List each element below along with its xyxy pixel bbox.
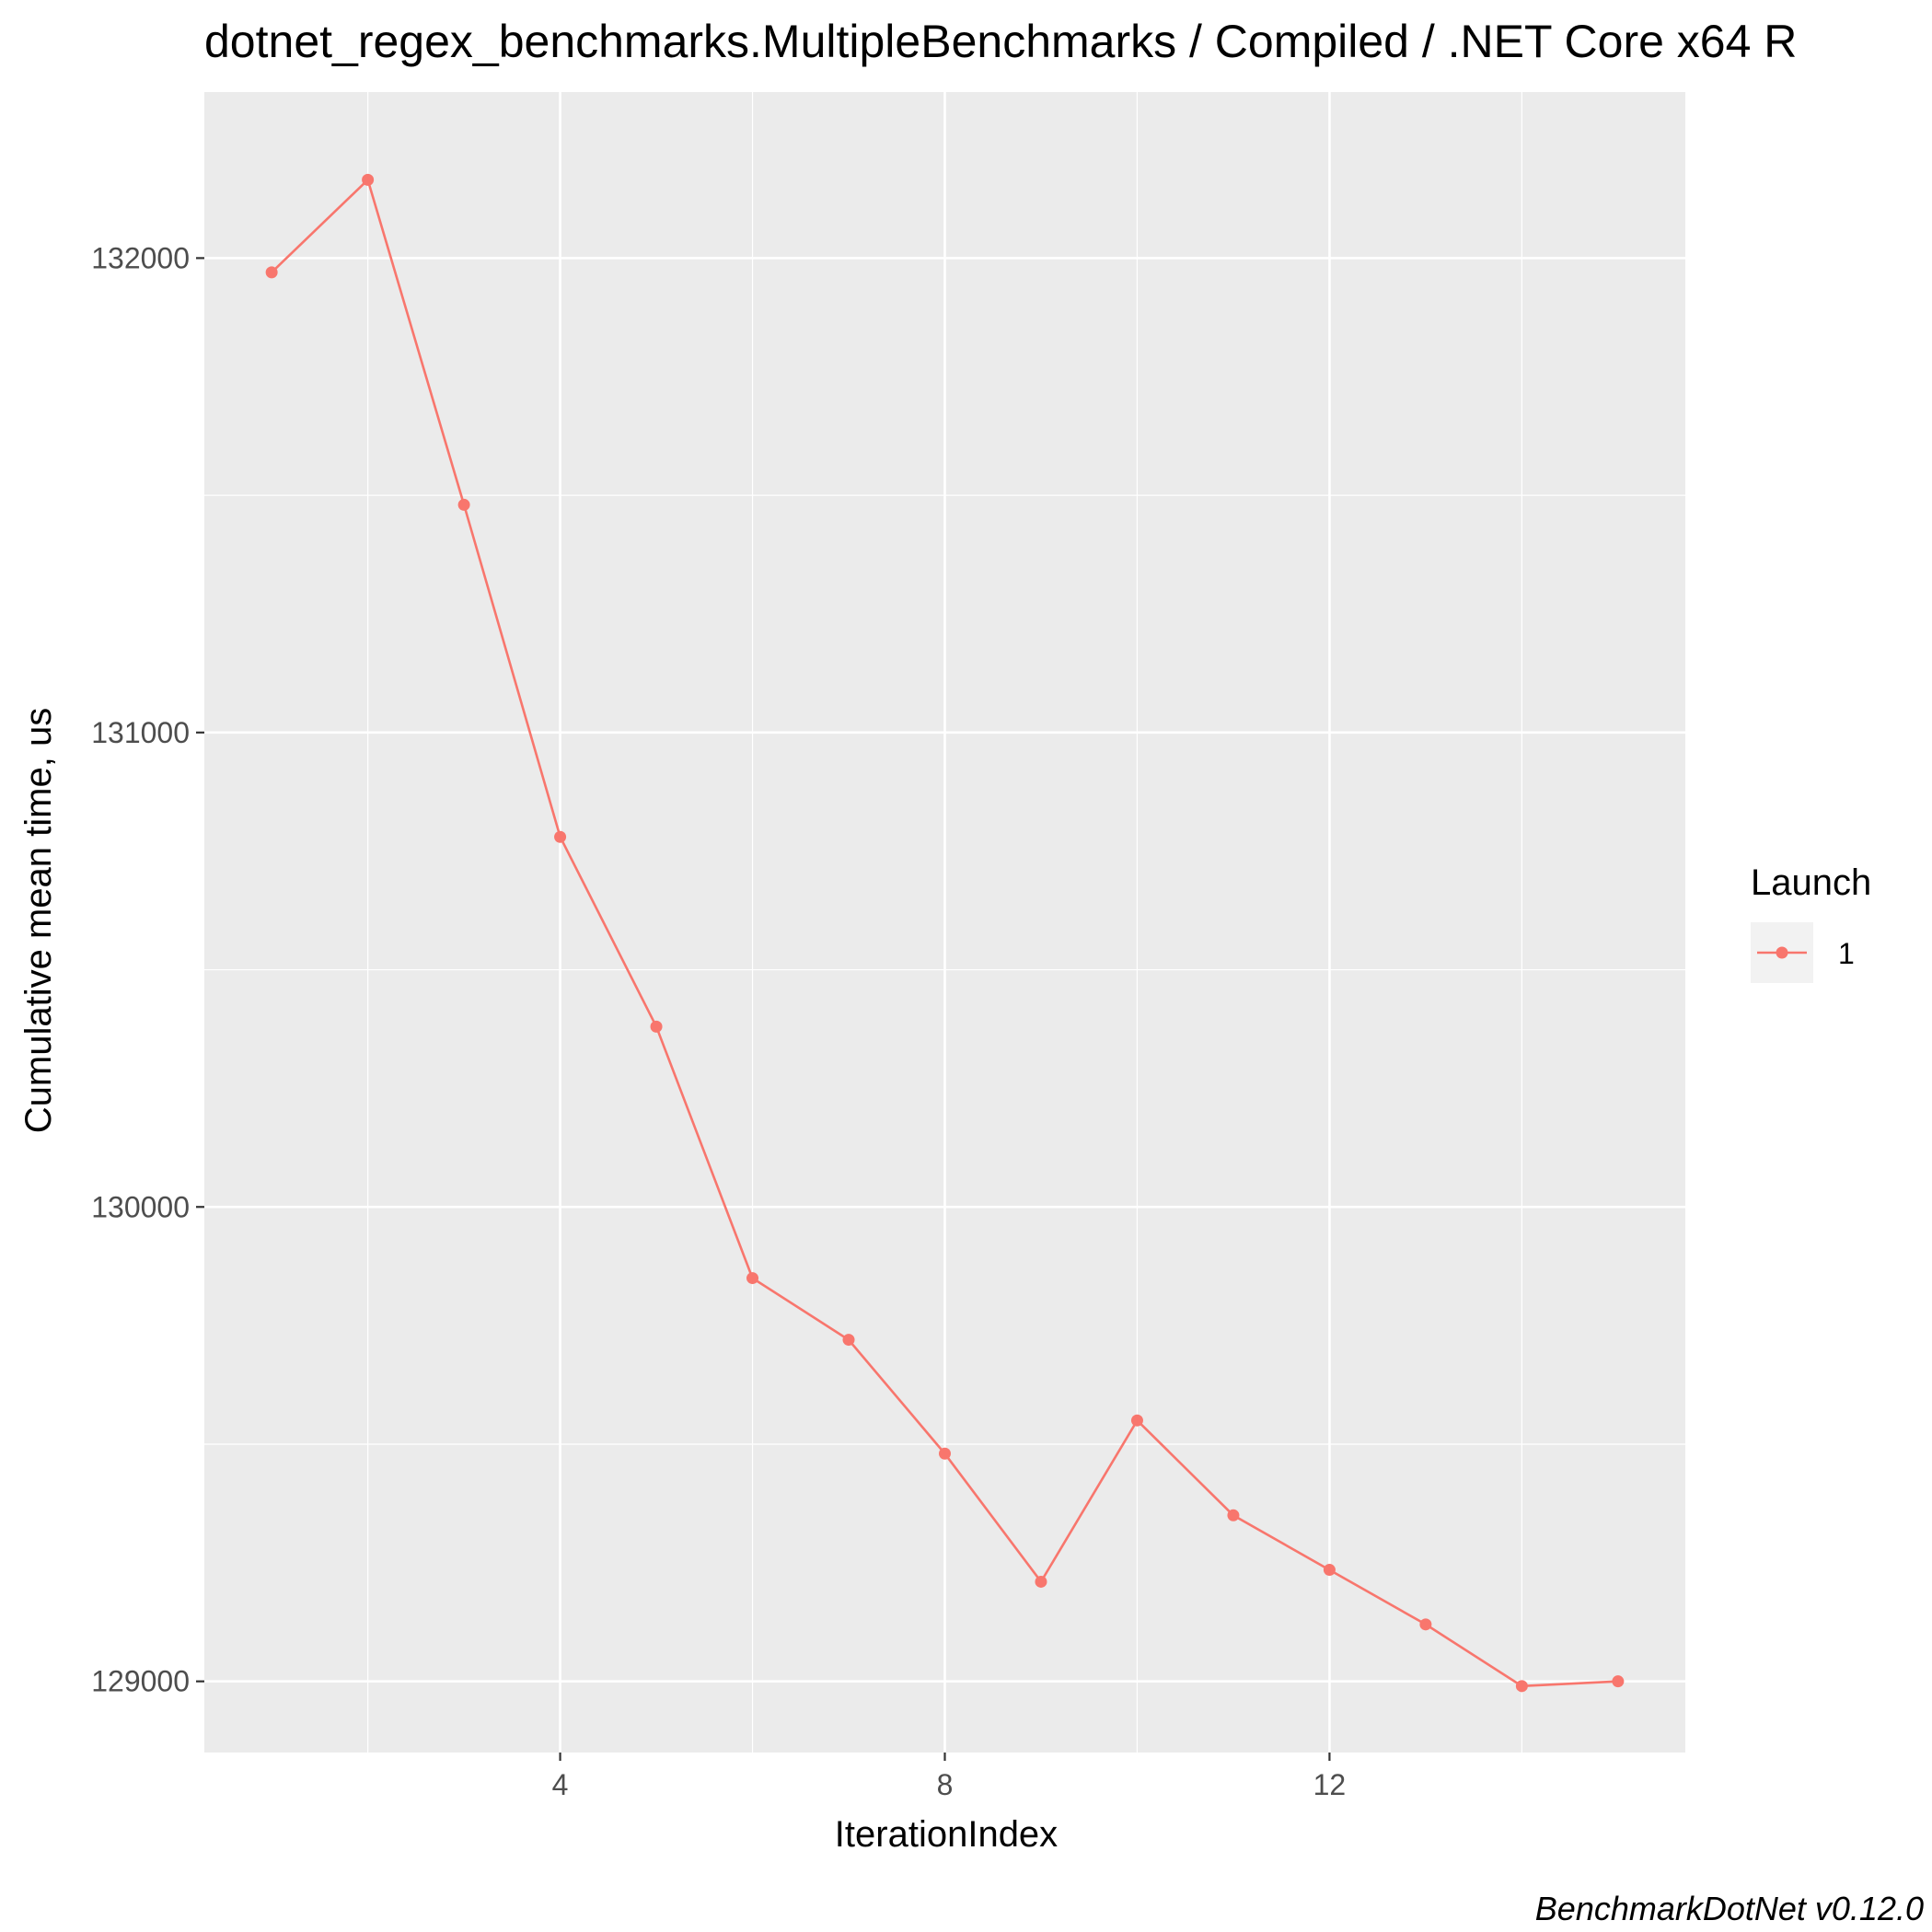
x-axis: 4 8 12 xyxy=(552,1753,1347,1801)
data-point xyxy=(1419,1618,1432,1631)
data-point xyxy=(554,830,567,843)
y-axis: 129000 130000 131000 132000 xyxy=(91,241,204,1698)
y-tick-label: 131000 xyxy=(91,716,190,749)
caption: BenchmarkDotNet v0.12.0 xyxy=(1535,1890,1924,1927)
y-tick-label: 130000 xyxy=(91,1190,190,1223)
chart-title: dotnet_regex_benchmarks.MultipleBenchmar… xyxy=(204,16,1797,67)
data-point xyxy=(362,173,375,186)
y-tick-label: 132000 xyxy=(91,241,190,274)
data-point xyxy=(265,266,278,279)
y-tick-label: 129000 xyxy=(91,1665,190,1698)
data-point xyxy=(842,1334,855,1347)
x-tick-label: 12 xyxy=(1313,1768,1347,1801)
legend-label-launch-1: 1 xyxy=(1838,937,1855,970)
x-tick-label: 8 xyxy=(937,1768,954,1801)
x-axis-title: IterationIndex xyxy=(835,1814,1058,1855)
x-tick-label: 4 xyxy=(552,1768,569,1801)
data-point xyxy=(1130,1414,1143,1427)
legend-title: Launch xyxy=(1751,862,1871,903)
major-gridlines xyxy=(204,92,1685,1753)
series-layer xyxy=(265,173,1625,1693)
data-point xyxy=(939,1447,951,1460)
data-point xyxy=(457,498,470,511)
data-point xyxy=(746,1272,759,1285)
data-point xyxy=(1612,1675,1625,1688)
data-point xyxy=(1227,1509,1240,1521)
plot-panel xyxy=(204,92,1685,1753)
data-point xyxy=(650,1020,663,1033)
y-axis-title: Cumulative mean time, us xyxy=(18,708,59,1133)
legend-key-point xyxy=(1776,946,1788,959)
data-point xyxy=(1515,1680,1528,1693)
legend: Launch 1 xyxy=(1751,862,1871,983)
data-point xyxy=(1323,1564,1336,1577)
data-point xyxy=(1035,1575,1047,1588)
